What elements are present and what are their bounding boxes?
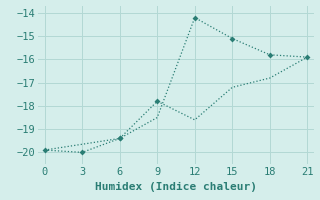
X-axis label: Humidex (Indice chaleur): Humidex (Indice chaleur) [95,182,257,192]
